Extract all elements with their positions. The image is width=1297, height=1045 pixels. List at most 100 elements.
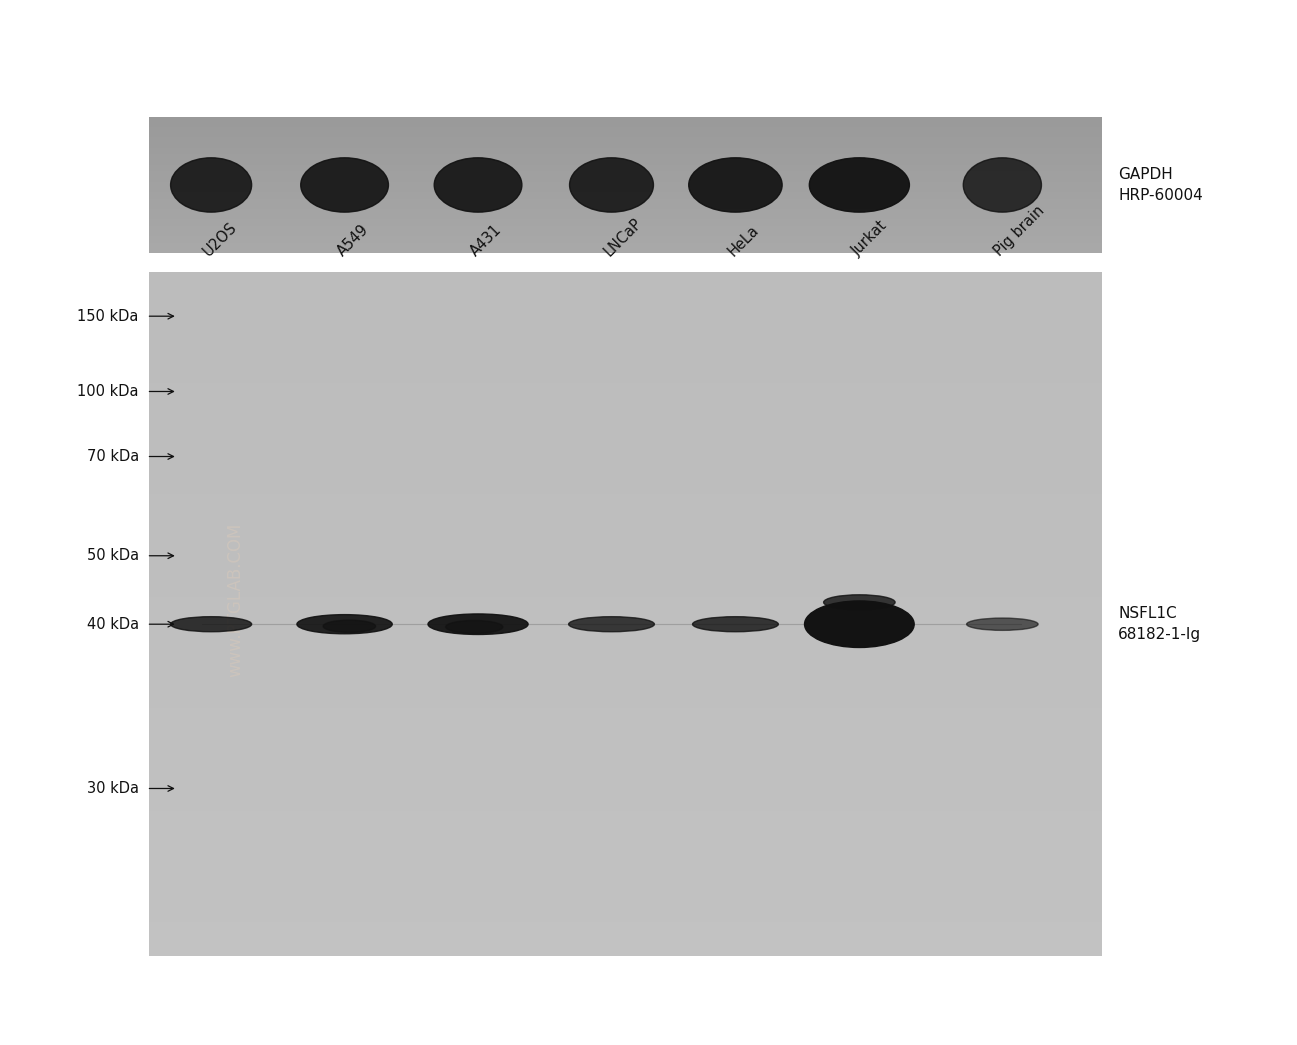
Bar <box>149 811 1102 819</box>
Text: www.PTGLAB.COM: www.PTGLAB.COM <box>226 524 244 677</box>
Bar <box>149 188 1102 192</box>
Bar <box>149 545 1102 554</box>
Bar <box>149 742 1102 750</box>
Bar <box>149 195 1102 199</box>
Bar <box>149 922 1102 930</box>
Bar <box>149 717 1102 725</box>
Bar <box>149 529 1102 537</box>
Bar <box>149 191 1102 195</box>
Bar <box>149 366 1102 374</box>
Bar <box>149 854 1102 862</box>
Bar <box>149 117 1102 120</box>
Ellipse shape <box>323 620 376 632</box>
Bar <box>149 803 1102 811</box>
Bar <box>149 246 1102 250</box>
Bar <box>149 236 1102 239</box>
Bar <box>149 887 1102 897</box>
Bar <box>149 202 1102 205</box>
Bar <box>149 223 1102 226</box>
Bar <box>149 776 1102 785</box>
Bar <box>149 537 1102 545</box>
Ellipse shape <box>428 614 528 634</box>
Bar <box>149 209 1102 212</box>
Bar <box>149 477 1102 486</box>
Text: GAPDH
HRP-60004: GAPDH HRP-60004 <box>1118 167 1202 203</box>
Bar <box>149 250 1102 253</box>
Bar <box>149 137 1102 141</box>
Bar <box>149 152 1102 155</box>
Bar <box>149 161 1102 164</box>
Bar <box>149 503 1102 511</box>
Bar <box>149 819 1102 828</box>
Ellipse shape <box>693 617 778 632</box>
Bar <box>149 392 1102 400</box>
Bar <box>149 242 1102 247</box>
Bar <box>149 674 1102 682</box>
Bar <box>149 897 1102 905</box>
Ellipse shape <box>966 618 1038 630</box>
Text: A431: A431 <box>467 222 505 259</box>
Bar <box>149 212 1102 215</box>
Bar <box>149 486 1102 494</box>
Bar <box>149 597 1102 605</box>
Bar <box>149 435 1102 443</box>
Bar <box>149 155 1102 158</box>
Bar <box>149 158 1102 161</box>
Bar <box>149 425 1102 435</box>
Bar <box>149 682 1102 691</box>
Bar <box>149 168 1102 171</box>
Text: 30 kDa: 30 kDa <box>87 781 139 796</box>
Bar <box>149 306 1102 315</box>
Text: Jurkat: Jurkat <box>848 218 890 259</box>
Bar <box>149 709 1102 717</box>
Bar <box>149 323 1102 331</box>
Ellipse shape <box>297 614 392 633</box>
Text: Pig brain: Pig brain <box>992 203 1048 259</box>
Bar <box>149 182 1102 185</box>
Bar <box>149 725 1102 734</box>
Bar <box>149 631 1102 640</box>
Bar <box>149 939 1102 948</box>
Bar <box>149 134 1102 137</box>
Bar <box>149 623 1102 631</box>
Bar <box>149 382 1102 392</box>
Text: 50 kDa: 50 kDa <box>87 549 139 563</box>
Bar <box>149 862 1102 870</box>
Bar <box>149 734 1102 742</box>
Bar <box>149 127 1102 131</box>
Ellipse shape <box>434 158 521 212</box>
Bar <box>149 272 1102 280</box>
Bar <box>149 164 1102 168</box>
Bar <box>149 175 1102 178</box>
Bar <box>149 120 1102 124</box>
Bar <box>149 123 1102 127</box>
Bar <box>149 605 1102 613</box>
Bar <box>149 298 1102 306</box>
Bar <box>149 879 1102 887</box>
Bar <box>149 588 1102 597</box>
Text: U2OS: U2OS <box>201 219 240 259</box>
Bar <box>149 229 1102 233</box>
Bar <box>149 349 1102 357</box>
Bar <box>149 913 1102 922</box>
Bar <box>149 613 1102 623</box>
Bar <box>149 417 1102 425</box>
Bar <box>149 562 1102 572</box>
Text: 70 kDa: 70 kDa <box>87 449 139 464</box>
Bar <box>149 554 1102 562</box>
Bar <box>149 144 1102 147</box>
Bar <box>149 131 1102 134</box>
Bar <box>149 656 1102 666</box>
Bar <box>149 147 1102 150</box>
Text: 100 kDa: 100 kDa <box>78 384 139 399</box>
Bar <box>149 409 1102 417</box>
Bar <box>149 443 1102 451</box>
Bar <box>149 341 1102 349</box>
Text: A549: A549 <box>333 222 371 259</box>
Bar <box>149 185 1102 188</box>
Bar <box>149 233 1102 236</box>
Bar <box>149 219 1102 223</box>
Bar <box>149 905 1102 913</box>
Ellipse shape <box>824 595 895 610</box>
Bar <box>149 793 1102 803</box>
